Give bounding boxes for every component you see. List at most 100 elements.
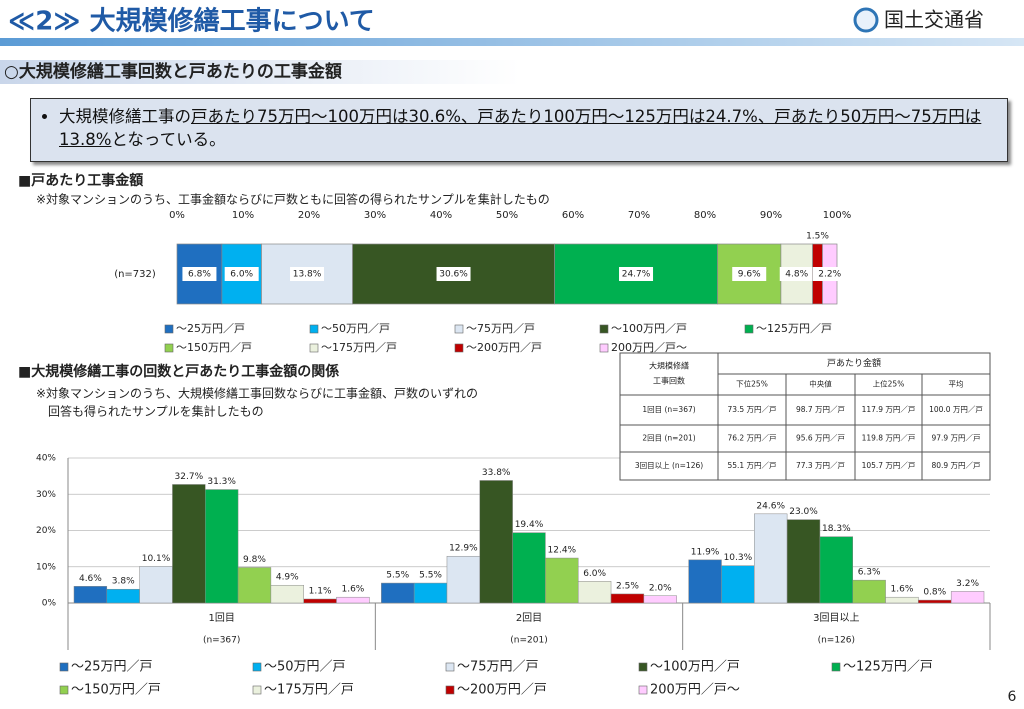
table-cell: 80.9 万円／戸 [931, 461, 981, 470]
bar [446, 555, 481, 604]
legend-swatch [164, 343, 174, 353]
bar [270, 584, 304, 604]
value-label-box [436, 267, 471, 281]
value-label: 30.6% [439, 270, 468, 280]
value-label: 1.6% [341, 585, 364, 595]
legend-label: ～100万円／戸 [650, 660, 740, 675]
header-title: ≪2≫ 大規模修繕工事について [8, 6, 375, 37]
bar [852, 579, 886, 604]
legend-swatch [309, 343, 319, 353]
bar [172, 484, 206, 604]
y-tick-label: 30% [36, 490, 56, 500]
legend-label: ～25万円／戸 [176, 322, 245, 335]
x-tick-label: 60% [562, 210, 584, 221]
bar [918, 599, 952, 604]
table-cell: 100.0 万円／戸 [929, 405, 983, 414]
table-cell: 55.1 万円／戸 [727, 461, 777, 470]
value-label: 10.3% [724, 553, 753, 563]
legend-swatch [164, 324, 174, 334]
bar [381, 582, 415, 604]
value-label: 4.8% [785, 270, 808, 280]
legend-swatch [59, 685, 69, 695]
table-cell: 119.8 万円／戸 [862, 434, 916, 443]
table-cell: 95.6 万円／戸 [796, 434, 846, 443]
legend-swatch [831, 662, 841, 672]
y-tick-label: 40% [36, 454, 56, 464]
legend-swatch [454, 324, 464, 334]
value-label-box [290, 267, 325, 281]
legend-swatch [309, 324, 319, 334]
table-cell: 76.2 万円／戸 [727, 434, 777, 443]
category-label: 1回目 [208, 612, 234, 624]
bar [950, 591, 985, 604]
category-note: (n=126) [818, 636, 855, 646]
value-label: 2.2% [818, 270, 841, 280]
category-label: 3回目以上 [813, 612, 859, 624]
value-label-box [619, 267, 654, 281]
legend-swatch [638, 662, 648, 672]
legend-label: ～50万円／戸 [321, 322, 390, 335]
summary-item: 大規模修繕工事の戸あたり75万円～100万円は30.6%、戸あたり100万円～1… [59, 105, 999, 151]
value-label-box [732, 267, 767, 281]
legend-swatch [252, 685, 262, 695]
table-cell: 77.3 万円／戸 [796, 461, 846, 470]
value-label-box [779, 267, 814, 281]
legend-swatch [599, 324, 609, 334]
value-label: 4.6% [79, 574, 102, 584]
value-label: 0.8% [923, 588, 946, 598]
value-label: 11.9% [691, 547, 720, 557]
page-number: 6 [1008, 689, 1017, 705]
x-tick-label: 80% [694, 210, 716, 221]
legend-label: ～75万円／戸 [466, 322, 535, 335]
x-tick-label: 0% [169, 210, 185, 221]
legend-swatch [445, 662, 455, 672]
bar [512, 532, 546, 604]
bar [786, 519, 821, 604]
category-label: 2回目 [516, 612, 542, 624]
bar [610, 593, 645, 604]
bar [106, 588, 140, 604]
legend-label: ～150万円／戸 [176, 341, 252, 354]
summary-text: となっている。 [111, 130, 226, 149]
legend-label: 200万円／戸～ [650, 683, 740, 698]
x-tick-label: 50% [496, 210, 518, 221]
bar [643, 595, 677, 604]
value-label: 1.5% [806, 232, 829, 242]
category-label: (n=732) [114, 269, 156, 280]
bar [688, 559, 722, 604]
legend-label: ～200万円／戸 [457, 683, 547, 698]
value-label: 24.7% [622, 270, 651, 280]
summary-list: 大規模修繕工事の戸あたり75万円～100万円は30.6%、戸あたり100万円～1… [39, 105, 999, 151]
table-header: 上位25% [873, 379, 905, 389]
value-label: 3.8% [112, 577, 135, 587]
x-tick-label: 10% [232, 210, 254, 221]
table-header: 大規模修繕 [649, 361, 689, 371]
value-label: 1.1% [309, 587, 332, 597]
legend-swatch [252, 662, 262, 672]
legend-label: ～200万円／戸 [466, 341, 542, 354]
value-label: 5.5% [386, 571, 409, 581]
legend-swatch [59, 662, 69, 672]
table-header: 戸あたり金額 [827, 357, 881, 369]
bar [754, 513, 788, 604]
value-label: 2.5% [616, 581, 639, 591]
category-note: (n=367) [203, 636, 240, 646]
value-label: 3.2% [956, 579, 979, 589]
value-label: 4.9% [276, 573, 299, 583]
summary-text: 大規模修繕工事の [59, 107, 191, 126]
summary-box: 大規模修繕工事の戸あたり75万円～100万円は30.6%、戸あたり100万円～1… [30, 98, 1008, 162]
bar [885, 596, 919, 604]
value-label-box [224, 267, 259, 281]
logo-icon [853, 7, 879, 33]
legend-label: ～100万円／戸 [611, 322, 687, 335]
value-label: 19.4% [515, 520, 544, 530]
bar [303, 598, 337, 604]
legend-label: ～125万円／戸 [756, 322, 832, 335]
legend-swatch [638, 685, 648, 695]
legend-swatch [445, 685, 455, 695]
legend-label: ～150万円／戸 [71, 683, 161, 698]
value-label: 31.3% [207, 477, 236, 487]
legend-label: ～125万円／戸 [843, 660, 933, 675]
